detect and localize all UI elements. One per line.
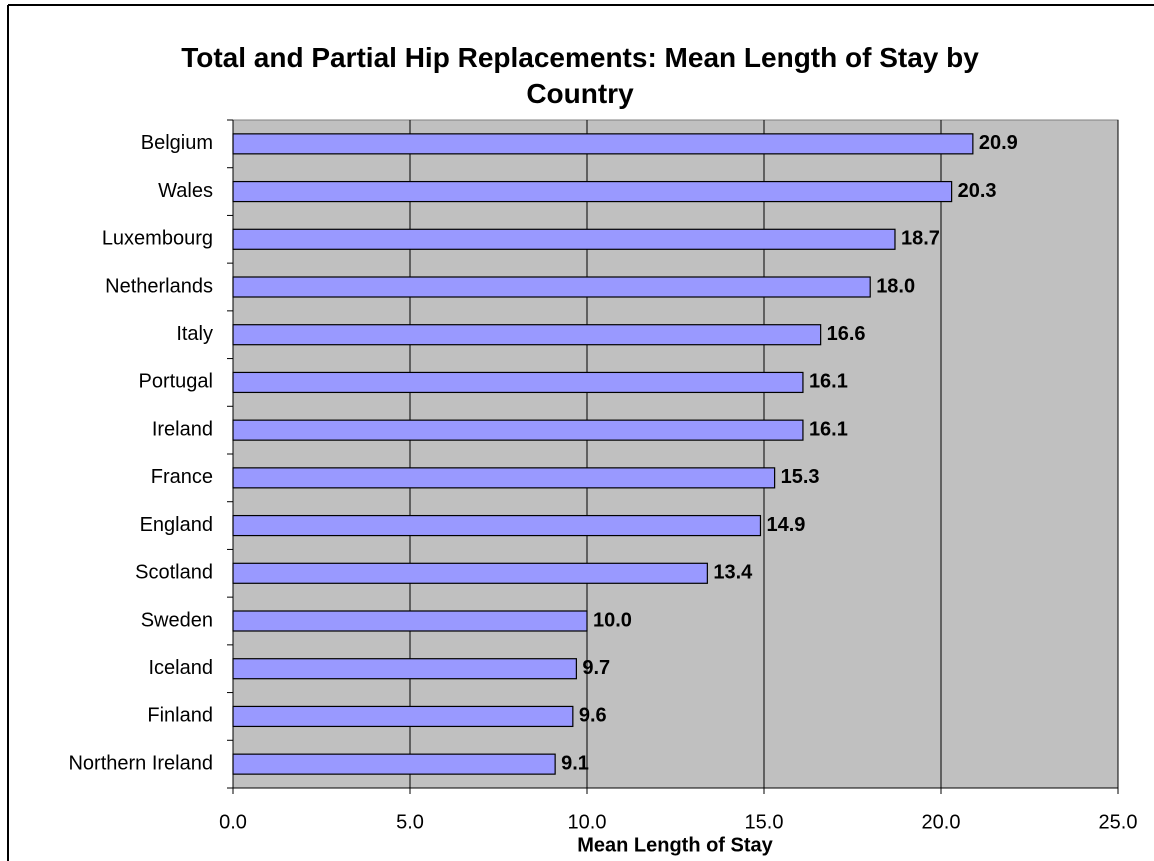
x-tick-label: 20.0	[922, 811, 961, 833]
data-label: 20.3	[958, 180, 997, 202]
y-tick-label: Netherlands	[105, 275, 213, 297]
data-label: 13.4	[713, 562, 753, 584]
y-tick-label: Portugal	[139, 371, 214, 393]
y-tick-label: France	[151, 466, 213, 488]
plot-area	[232, 119, 1119, 789]
y-tick-label: Wales	[158, 180, 213, 202]
bar	[232, 753, 556, 775]
bar	[232, 658, 577, 680]
bar	[232, 180, 953, 203]
bar	[232, 705, 574, 728]
y-tick-label: England	[140, 514, 213, 536]
y-tick-label: Luxembourg	[102, 228, 213, 250]
y-tick-label: Iceland	[149, 657, 214, 679]
bar	[232, 419, 804, 441]
data-label: 10.0	[593, 609, 632, 631]
x-axis-label: Mean Length of Stay	[577, 834, 773, 856]
y-tick-label: Northern Ireland	[68, 752, 213, 774]
y-tick-label: Finland	[147, 705, 213, 727]
data-label: 18.0	[876, 275, 915, 297]
bar	[232, 228, 896, 250]
data-label: 20.9	[979, 132, 1018, 154]
bar	[232, 562, 708, 584]
bar	[232, 514, 762, 537]
bar	[232, 610, 588, 632]
y-tick-label: Sweden	[141, 609, 213, 631]
y-tick-label: Scotland	[135, 562, 213, 584]
data-label: 9.7	[582, 657, 610, 679]
bar	[232, 371, 804, 394]
data-label: 16.6	[827, 323, 866, 345]
data-label: 15.3	[781, 466, 820, 488]
y-tick-label: Italy	[176, 323, 213, 345]
bar	[232, 324, 822, 346]
data-label: 9.1	[561, 752, 589, 774]
data-label: 18.7	[901, 228, 940, 250]
y-tick-label: Ireland	[152, 418, 213, 440]
chart-title: Total and Partial Hip Replacements: Mean…	[181, 42, 979, 109]
x-tick-label: 5.0	[396, 811, 424, 833]
x-tick-label: 0.0	[219, 811, 247, 833]
data-label: 9.6	[579, 705, 607, 727]
bar	[232, 276, 871, 298]
data-label: 16.1	[809, 418, 848, 440]
data-label: 16.1	[809, 371, 848, 393]
data-label: 14.9	[766, 514, 805, 536]
y-tick-label: Belgium	[141, 132, 213, 154]
bar	[232, 467, 776, 489]
bar	[232, 133, 974, 155]
x-tick-label: 15.0	[745, 811, 784, 833]
x-tick-label: 10.0	[568, 811, 607, 833]
x-tick-label: 25.0	[1099, 811, 1138, 833]
